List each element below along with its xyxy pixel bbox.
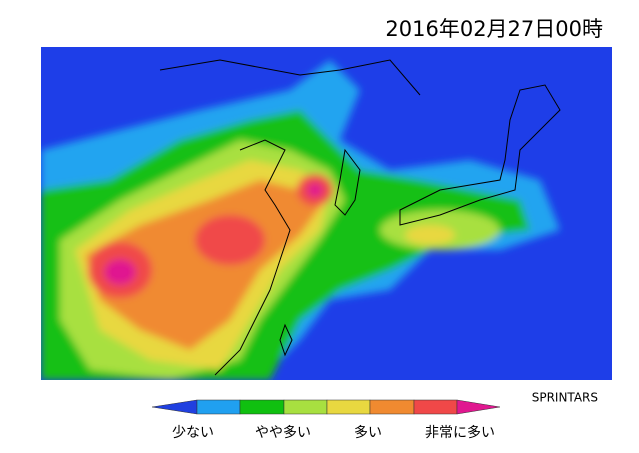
credit: SPRINTARS — [532, 391, 598, 405]
coastlines — [159, 59, 561, 376]
legend-label: やや多い — [255, 425, 311, 441]
legend-bar — [151, 399, 501, 415]
legend-label: 非常に多い — [425, 425, 495, 441]
legend-label: 少ない — [172, 425, 214, 441]
legend-label: 多い — [354, 425, 382, 441]
map-area — [41, 47, 612, 380]
map-title: 2016年02月27日00時 — [385, 17, 603, 41]
